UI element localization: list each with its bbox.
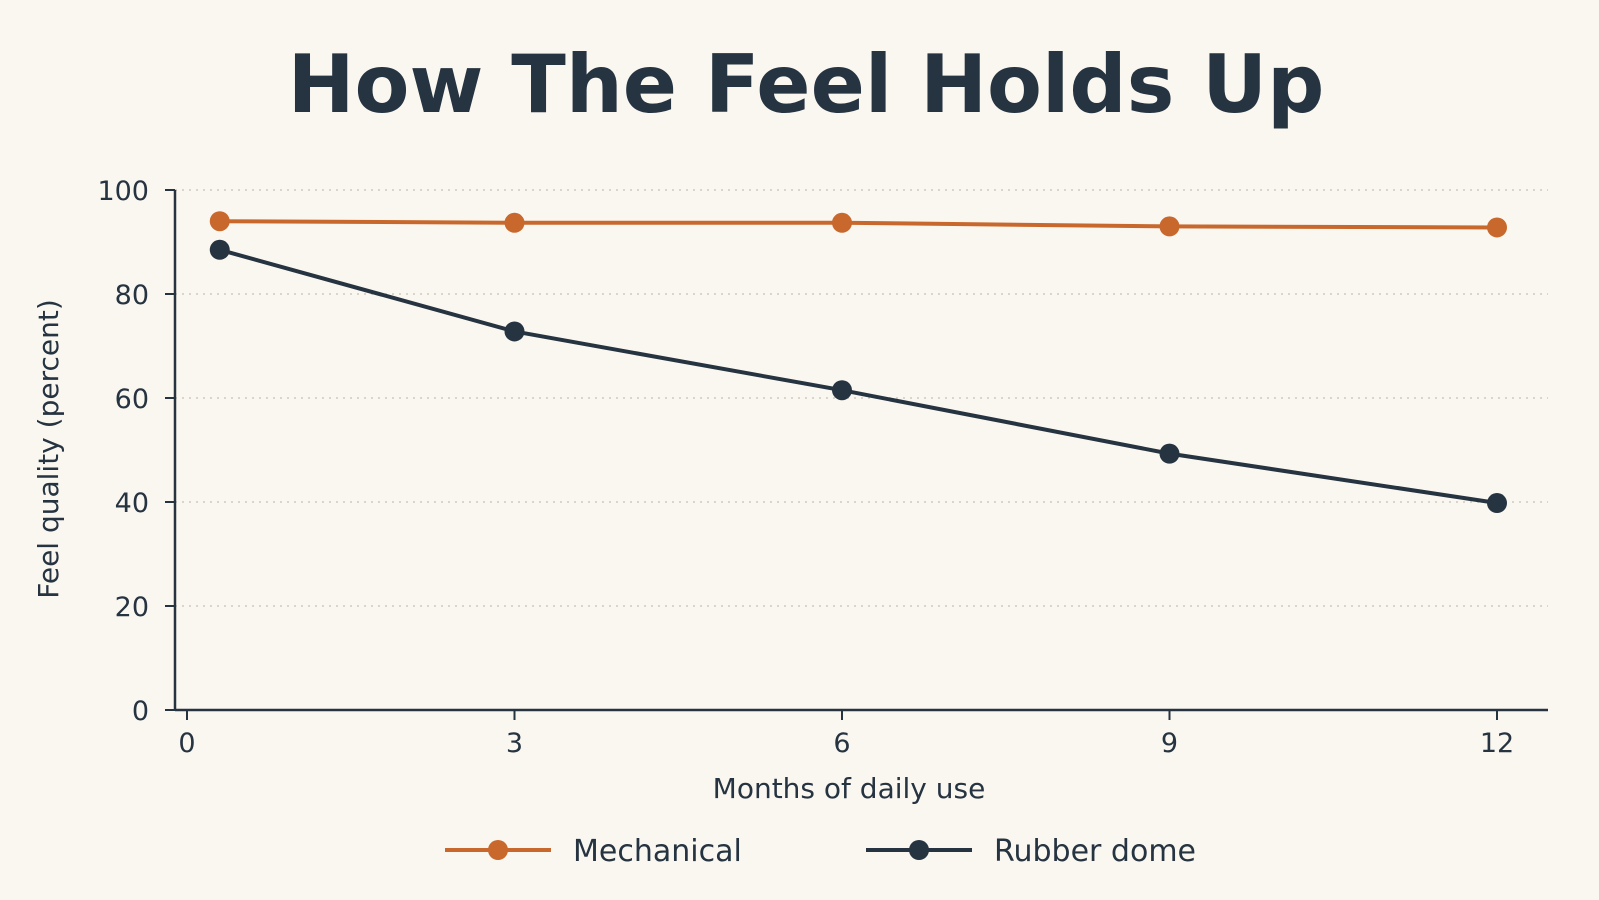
data-point-rubber-dome-4 xyxy=(1487,493,1507,514)
y-tick-label-0: 0 xyxy=(132,696,149,727)
y-tick-label-60: 60 xyxy=(115,384,149,415)
series-line-rubber-dome xyxy=(217,247,1499,506)
legend-label-rubber-dome: Rubber dome xyxy=(994,834,1196,869)
legend-swatch-marker-rubber-dome xyxy=(909,840,929,860)
y-ticks: 0 20 40 60 80 100 xyxy=(97,176,175,727)
data-point-rubber-dome-3 xyxy=(1159,443,1180,464)
data-point-mechanical-0 xyxy=(209,211,230,232)
data-point-mechanical-1 xyxy=(504,212,525,233)
series-line-mechanical xyxy=(217,219,1499,230)
series-rubber-dome xyxy=(209,239,1507,514)
x-axis-label: Months of daily use xyxy=(713,772,986,805)
x-tick-label-12: 12 xyxy=(1480,728,1514,759)
data-point-mechanical-4 xyxy=(1487,217,1507,238)
x-tick-label-0: 0 xyxy=(178,728,195,759)
series-layer xyxy=(209,211,1507,514)
gridlines xyxy=(175,189,1548,607)
x-tick-label-3: 3 xyxy=(506,728,523,759)
chart-title: How The Feel Holds Up xyxy=(288,38,1325,131)
legend-label-mechanical: Mechanical xyxy=(573,834,742,869)
series-mechanical xyxy=(209,211,1507,238)
legend: Mechanical Rubber dome xyxy=(445,834,1196,869)
y-tick-label-80: 80 xyxy=(115,280,149,311)
y-tick-label-20: 20 xyxy=(115,592,149,623)
data-point-rubber-dome-2 xyxy=(832,380,852,401)
x-ticks: 0 3 6 9 12 xyxy=(178,710,1514,759)
y-tick-label-100: 100 xyxy=(97,176,149,207)
data-point-mechanical-2 xyxy=(832,212,852,233)
data-point-mechanical-3 xyxy=(1159,216,1180,237)
x-tick-label-6: 6 xyxy=(833,728,850,759)
legend-item-mechanical: Mechanical xyxy=(445,834,742,869)
legend-swatch-marker-mechanical xyxy=(488,840,508,860)
y-axis-label: Feel quality (percent) xyxy=(32,299,65,598)
legend-item-rubber-dome: Rubber dome xyxy=(866,834,1196,869)
data-point-rubber-dome-0 xyxy=(209,239,230,260)
data-point-rubber-dome-1 xyxy=(504,321,525,342)
y-tick-label-40: 40 xyxy=(115,488,149,519)
x-tick-label-9: 9 xyxy=(1161,728,1178,759)
